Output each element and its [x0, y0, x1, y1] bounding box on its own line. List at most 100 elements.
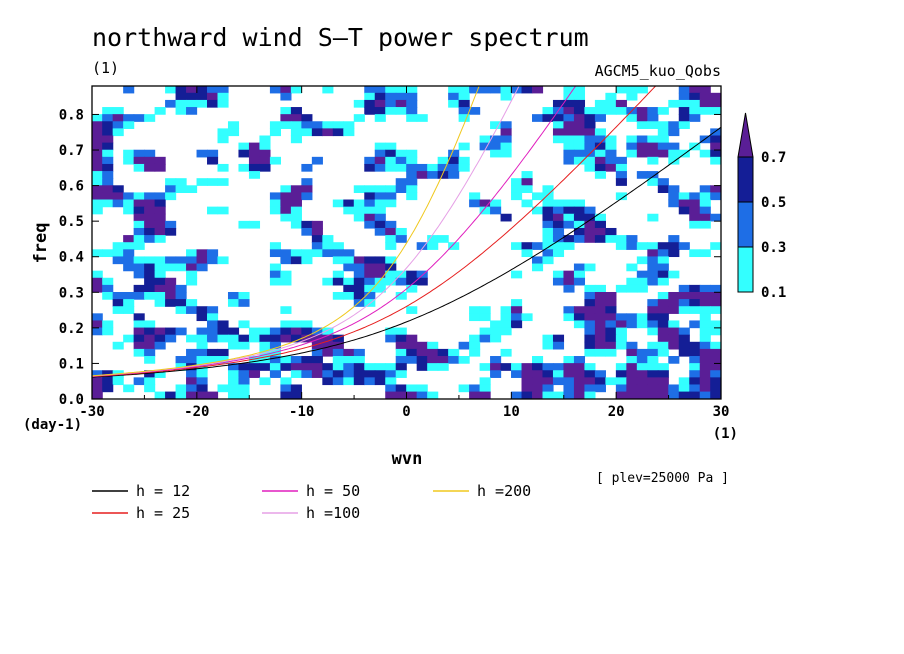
contour-cell — [227, 377, 240, 386]
contour-cell — [542, 384, 554, 393]
contour-cell — [133, 213, 145, 222]
contour-cell — [395, 348, 407, 357]
contour-cell — [154, 206, 166, 215]
contour-cell — [374, 363, 386, 371]
contour-cell — [584, 263, 596, 272]
contour-cell — [647, 107, 659, 115]
contour-cell — [385, 220, 397, 229]
contour-cell — [144, 348, 156, 357]
contour-cell — [427, 391, 439, 399]
contour-cell — [133, 334, 145, 343]
contour-cell — [584, 327, 596, 336]
x-tick-label: -10 — [289, 404, 314, 420]
dispersion-curves — [92, 86, 721, 378]
contour-cell — [636, 377, 648, 386]
contour-cell — [511, 363, 523, 371]
contour-cell — [364, 263, 376, 272]
contour-cell — [343, 263, 355, 272]
contour-cell — [290, 249, 302, 258]
contour-cell — [458, 384, 470, 393]
contour-cell — [238, 163, 250, 172]
contour-cell — [437, 356, 449, 364]
contour-cell — [175, 256, 187, 265]
contour-cell — [112, 377, 124, 386]
contour-cell — [364, 370, 376, 378]
contour-cell — [710, 356, 721, 364]
contour-cell — [647, 242, 659, 250]
contour-cell — [647, 313, 659, 322]
contour-cell — [92, 121, 103, 129]
contour-cell — [385, 363, 397, 371]
contour-cell — [322, 242, 334, 250]
contour-cell — [710, 348, 721, 357]
contour-cell — [186, 107, 198, 115]
contour-cell — [521, 384, 533, 393]
contour-cell — [657, 299, 669, 307]
x-unit-label: (1) — [713, 426, 738, 442]
contour-cell — [374, 149, 386, 158]
contour-cell — [626, 92, 638, 101]
contour-cell — [133, 206, 145, 215]
contour-cell — [636, 256, 648, 265]
contour-cell — [133, 270, 145, 279]
contour-cell — [207, 334, 219, 343]
contour-cell — [584, 384, 596, 393]
contour-cell — [605, 156, 617, 165]
contour-cell — [385, 199, 397, 208]
contour-cell — [500, 128, 512, 137]
contour-cell — [479, 327, 491, 336]
contour-cell — [353, 291, 365, 300]
contour-cell — [594, 306, 606, 314]
contour-cell — [144, 327, 156, 336]
contour-cell — [227, 299, 240, 307]
contour-cell — [154, 299, 166, 307]
contour-cell — [92, 270, 103, 279]
contour-cell — [343, 199, 355, 208]
contour-cell — [165, 86, 177, 94]
contour-cell — [605, 107, 617, 115]
contour-cell — [374, 156, 386, 165]
contour-cell — [458, 114, 470, 122]
contour-cell — [594, 370, 606, 378]
contour-cell — [374, 92, 386, 101]
contour-cell — [144, 356, 156, 364]
contour-cell — [133, 114, 145, 122]
contour-cell — [689, 213, 701, 222]
contour-cell — [406, 384, 418, 393]
contour-cell — [678, 384, 690, 393]
contour-cell — [615, 156, 627, 165]
contour-cell — [699, 327, 711, 336]
contour-cell — [448, 99, 460, 108]
contour-cell — [490, 86, 502, 94]
contour-cell — [710, 142, 721, 151]
contour-cell — [227, 121, 240, 129]
contour-cell — [92, 135, 103, 144]
contour-cell — [699, 192, 711, 201]
contour-cell — [584, 370, 596, 378]
contour-cell — [196, 370, 208, 378]
contour-cell — [144, 206, 156, 215]
contour-cell — [584, 334, 596, 343]
contour-cell — [657, 263, 669, 272]
contour-cell — [227, 291, 240, 300]
contour-cell — [605, 320, 617, 329]
contour-cell — [594, 107, 606, 115]
contour-cell — [615, 341, 627, 350]
contour-cell — [573, 391, 586, 399]
contour-cell — [594, 341, 606, 350]
contour-cell — [699, 92, 711, 101]
contour-cell — [322, 334, 334, 343]
contour-cell — [699, 391, 711, 399]
contour-cell — [573, 313, 586, 322]
contour-cell — [364, 213, 376, 222]
contour-cell — [532, 86, 544, 94]
contour-cell — [668, 156, 680, 165]
contour-cell — [573, 199, 586, 208]
contour-cell — [165, 299, 177, 307]
contour-cell — [647, 249, 659, 258]
contour-cell — [406, 178, 418, 186]
contour-cell — [657, 149, 669, 158]
contour-cell — [563, 235, 575, 243]
contour-cell — [490, 142, 502, 151]
contour-cell — [343, 370, 355, 378]
